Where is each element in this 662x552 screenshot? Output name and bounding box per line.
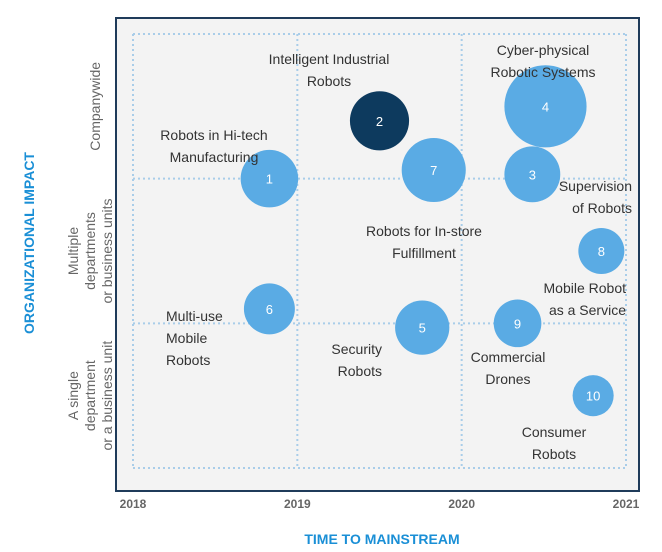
bubble-10 [572,375,614,417]
bubble-7 [401,137,466,203]
y-level-label: Companywide [87,62,103,151]
bubble-4 [504,65,587,148]
bubble-number-8: 8 [598,244,605,259]
bubble-8 [578,227,625,275]
bubble-label-6: Mobile [166,330,207,346]
bubble-label-7: Robots for In-store [366,223,482,239]
y-axis-ticks: A singledepartmentor a business unit Mult… [65,62,115,451]
bubble-label-8: as a Service [549,302,626,318]
bubble-number-5: 5 [419,321,426,336]
bubble-label-10: Consumer [522,424,587,440]
bubble-label-5: Security [331,341,382,357]
bubble-label-2: Intelligent Industrial [269,51,390,67]
y-level-label: Multipledepartmentsor business units [65,198,115,303]
bubble-number-1: 1 [266,172,273,187]
y-level-label: A singledepartmentor a business unit [65,341,115,451]
bubble-label-3: Supervision [559,178,632,194]
x-tick-label: 2019 [284,497,311,511]
bubble-1 [240,149,299,208]
bubble-label-6: Multi-use [166,308,223,324]
bubble-label-1: Manufacturing [170,149,259,165]
bubble-number-6: 6 [266,302,273,317]
bubble-label-7: Fulfillment [392,245,456,261]
bubble-label-4: Robotic Systems [490,64,595,80]
bubble-label-10: Robots [532,446,576,462]
bubble-number-7: 7 [430,163,437,178]
x-tick-label: 2021 [613,497,640,511]
bubble-label-5: Robots [338,363,382,379]
y-axis-title: ORGANIZATIONAL IMPACT [21,152,37,334]
bubble-label-1: Robots in Hi-tech [160,127,267,143]
bubble-label-2: Robots [307,73,351,89]
x-axis-title: TIME TO MAINSTREAM [304,531,459,547]
x-tick-label: 2018 [120,497,147,511]
x-axis-ticks: 2018 2019 2020 2021 [120,497,640,511]
bubble-label-3: of Robots [572,200,632,216]
bubble-number-2: 2 [376,114,383,129]
bubble-5 [395,300,450,355]
bubble-label-6: Robots [166,352,210,368]
bubble-label-4: Cyber-physical [497,42,590,58]
bubble-3 [504,146,561,203]
bubble-label-layer: Robots in Hi-tech Manufacturing Intelligen… [160,42,632,462]
x-tick-label: 2020 [448,497,475,511]
bubble-label-9: Commercial [471,349,546,365]
bubble-number-9: 9 [514,316,521,331]
bubble-9 [493,299,542,348]
bubble-number-3: 3 [529,167,536,182]
bubble-layer: 1 2 3 4 5 6 7 8 9 10 [240,65,625,417]
bubble-6 [243,283,295,335]
bubble-label-8: Mobile Robot [544,280,627,296]
bubble-2 [349,91,410,151]
bubble-label-9: Drones [485,371,530,387]
bubble-number-4: 4 [542,99,549,114]
bubble-number-10: 10 [586,389,600,404]
